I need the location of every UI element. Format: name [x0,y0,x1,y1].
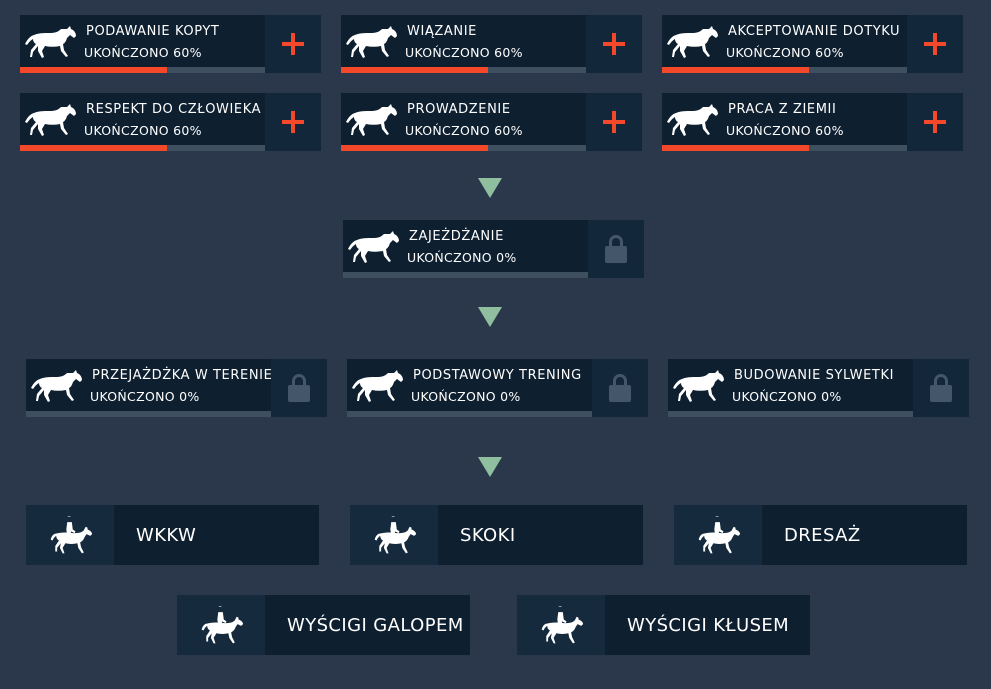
progress-bar [668,411,913,417]
horse-icon [345,101,397,137]
down-arrow-icon [478,457,502,477]
skill-card-akceptowanie-dotyku[interactable]: AKCEPTOWANIE DOTYKU UKOŃCZONO 60% [662,15,963,73]
progress-bar [20,67,265,73]
plus-icon [603,33,625,55]
skill-title: AKCEPTOWANIE DOTYKU [728,24,901,39]
progress-bar [662,67,907,73]
skill-title: WIĄZANIE [407,24,477,39]
skill-status: UKOŃCZONO 0% [90,389,200,404]
skill-title: PROWADZENIE [407,102,511,117]
plus-icon [603,111,625,133]
progress-bar [341,67,586,73]
locked-button[interactable] [588,220,644,278]
plus-icon [924,33,946,55]
rider-icon-box [674,505,762,565]
progress-bar [347,411,592,417]
progress-bar [662,145,907,151]
horse-icon [672,367,724,403]
progress-fill [662,145,809,151]
add-button[interactable] [265,93,321,151]
progress-bar [341,145,586,151]
rider-icon-box [177,595,265,655]
discipline-label: WYŚCIGI GALOPEM [287,615,464,636]
discipline-button-wkkw[interactable]: WKKW [26,505,319,565]
skill-card-wiazanie[interactable]: WIĄZANIE UKOŃCZONO 60% [341,15,642,73]
progress-bar [26,411,271,417]
rider-icon [695,516,741,554]
horse-icon [30,367,82,403]
rider-icon-box [26,505,114,565]
skill-title: PODAWANIE KOPYT [86,24,220,39]
lock-icon [286,373,312,403]
discipline-label: WYŚCIGI KŁUSEM [627,615,790,636]
skill-title: PODSTAWOWY TRENING [413,368,582,383]
skill-card-przejazdzka-w-terenie[interactable]: PRZEJAŻDŻKA W TERENIE UKOŃCZONO 0% [26,359,327,417]
progress-fill [662,67,809,73]
discipline-button-skoki[interactable]: SKOKI [350,505,643,565]
discipline-button-wyscigi-klusem[interactable]: WYŚCIGI KŁUSEM [517,595,810,655]
add-button[interactable] [907,15,963,73]
skill-title: PRACA Z ZIEMII [728,102,837,117]
discipline-button-dresaz[interactable]: DRESAŻ [674,505,967,565]
rider-icon-box [517,595,605,655]
rider-icon [538,606,584,644]
locked-button[interactable] [592,359,648,417]
skill-status: UKOŃCZONO 60% [726,123,844,138]
skill-card-budowanie-sylwetki[interactable]: BUDOWANIE SYLWETKI UKOŃCZONO 0% [668,359,969,417]
horse-icon [345,23,397,59]
horse-icon [351,367,403,403]
add-button[interactable] [265,15,321,73]
down-arrow-icon [478,178,502,198]
progress-fill [20,67,167,73]
skill-status: UKOŃCZONO 60% [405,45,523,60]
skill-title: BUDOWANIE SYLWETKI [734,368,895,383]
skill-status: UKOŃCZONO 60% [84,123,202,138]
skill-status: UKOŃCZONO 60% [405,123,523,138]
progress-fill [20,145,167,151]
lock-icon [928,373,954,403]
lock-icon [607,373,633,403]
rider-icon [371,516,417,554]
horse-icon [24,23,76,59]
skill-status: UKOŃCZONO 60% [84,45,202,60]
down-arrow-icon [478,307,502,327]
progress-bar [20,145,265,151]
horse-icon [666,101,718,137]
plus-icon [282,33,304,55]
horse-icon [347,228,399,264]
skill-title: PRZEJAŻDŻKA W TERENIE [92,368,273,383]
skill-title: ZAJEŻDŻANIE [409,229,504,244]
locked-button[interactable] [271,359,327,417]
skill-card-podawanie-kopyt[interactable]: PODAWANIE KOPYT UKOŃCZONO 60% [20,15,321,73]
add-button[interactable] [586,93,642,151]
progress-fill [341,67,488,73]
skill-status: UKOŃCZONO 0% [411,389,521,404]
skill-card-praca-z-ziemii[interactable]: PRACA Z ZIEMII UKOŃCZONO 60% [662,93,963,151]
lock-icon [603,234,629,264]
rider-icon [47,516,93,554]
horse-icon [24,101,76,137]
skill-card-respekt-do-czlowieka[interactable]: RESPEKT DO CZŁOWIEKA UKOŃCZONO 60% [20,93,321,151]
rider-icon-box [350,505,438,565]
discipline-label: DRESAŻ [784,525,861,546]
locked-button[interactable] [913,359,969,417]
skill-status: UKOŃCZONO 60% [726,45,844,60]
skill-card-prowadzenie[interactable]: PROWADZENIE UKOŃCZONO 60% [341,93,642,151]
horse-icon [666,23,718,59]
skill-status: UKOŃCZONO 0% [732,389,842,404]
discipline-label: WKKW [136,525,197,546]
progress-bar [343,272,588,278]
plus-icon [282,111,304,133]
rider-icon [198,606,244,644]
add-button[interactable] [586,15,642,73]
skill-card-podstawowy-trening[interactable]: PODSTAWOWY TRENING UKOŃCZONO 0% [347,359,648,417]
skill-status: UKOŃCZONO 0% [407,250,517,265]
discipline-button-wyscigi-galopem[interactable]: WYŚCIGI GALOPEM [177,595,470,655]
discipline-label: SKOKI [460,525,516,546]
plus-icon [924,111,946,133]
skill-title: RESPEKT DO CZŁOWIEKA [86,102,262,117]
add-button[interactable] [907,93,963,151]
progress-fill [341,145,488,151]
skill-card-zajezdzanie[interactable]: ZAJEŻDŻANIE UKOŃCZONO 0% [343,220,644,278]
